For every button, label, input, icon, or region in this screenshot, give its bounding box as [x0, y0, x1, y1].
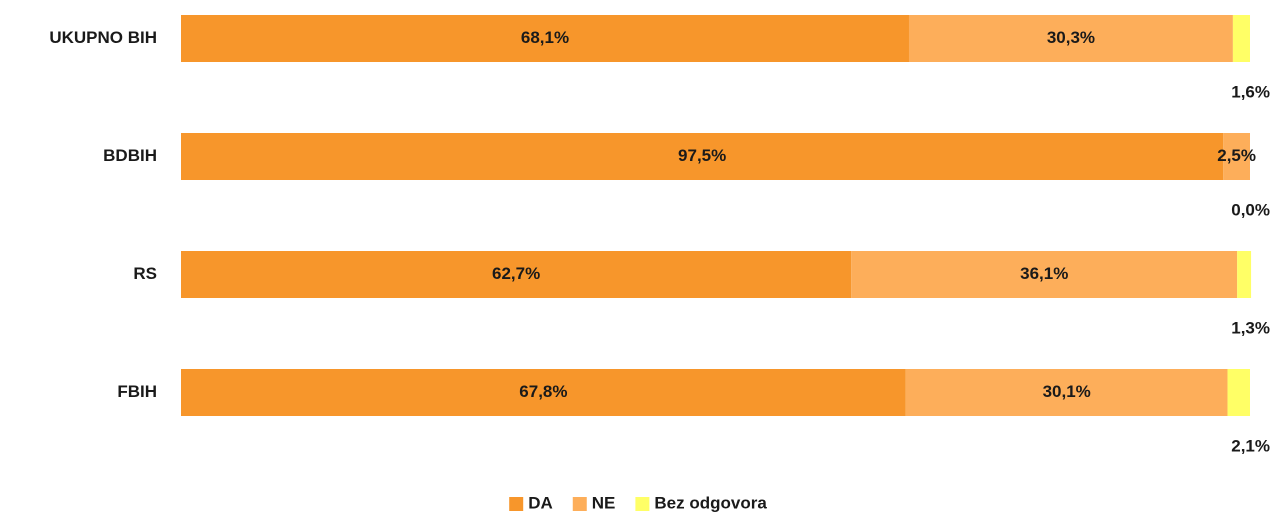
bar-segment — [181, 369, 906, 416]
value-label: 62,7% — [492, 264, 540, 283]
value-label: 30,3% — [1047, 28, 1095, 47]
legend-swatch — [635, 497, 650, 511]
legend-label: DA — [528, 493, 553, 512]
value-label: 97,5% — [678, 146, 726, 165]
bar-segment — [181, 251, 852, 298]
bar-segment — [181, 15, 909, 62]
legend-label: NE — [592, 493, 616, 512]
value-label: 1,3% — [1231, 318, 1270, 337]
legend-swatch — [509, 497, 524, 511]
bar-segment — [1237, 251, 1252, 298]
bar-segment — [1223, 133, 1250, 180]
category-label: RS — [133, 264, 157, 283]
bar-segment — [1232, 15, 1250, 62]
value-label: 2,1% — [1231, 436, 1270, 455]
value-label: 1,6% — [1231, 82, 1270, 101]
legend-swatch — [572, 497, 587, 511]
value-label: 30,1% — [1043, 382, 1091, 401]
bar-segment — [1227, 369, 1250, 416]
category-label: BDBIH — [103, 146, 157, 165]
bar-segment — [905, 369, 1228, 416]
bar-segment — [908, 15, 1233, 62]
value-label: 36,1% — [1020, 264, 1068, 283]
bar-segment — [851, 251, 1238, 298]
value-label: 67,8% — [519, 382, 567, 401]
category-label: FBIH — [117, 382, 157, 401]
value-label: 68,1% — [521, 28, 569, 47]
category-label: UKUPNO BIH — [49, 28, 157, 47]
bar-segment — [181, 133, 1224, 180]
value-label: 2,5% — [1217, 146, 1256, 165]
legend-label: Bez odgovora — [654, 493, 767, 512]
value-label: 0,0% — [1231, 200, 1270, 219]
